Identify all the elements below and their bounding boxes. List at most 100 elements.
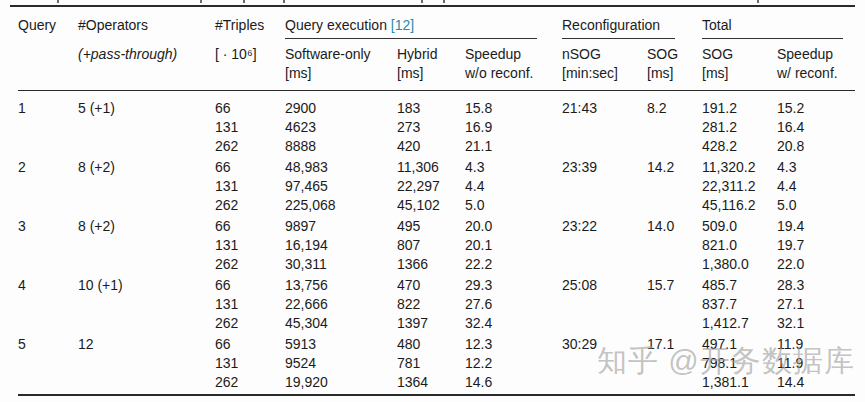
table-header-groups: Query #Operators #Triples Query executio…: [18, 7, 855, 39]
nsog-cell: 21:43: [562, 99, 647, 156]
cell-line: 20.1: [465, 236, 562, 255]
triples-cell: 66 131 262: [215, 217, 285, 274]
triples-cell: 66 131 262: [215, 99, 285, 156]
cell-line: 822: [397, 295, 465, 314]
cell-line: 470: [397, 276, 465, 295]
header-speedup-wo-unit: w/o reconf.: [465, 64, 562, 83]
header-software-only: Software-only [ms]: [285, 45, 397, 83]
header-group-total: Total: [702, 16, 843, 39]
cell-line: 131: [215, 177, 285, 196]
hybrid-cell: 11,306 22,297 45,102: [397, 158, 465, 215]
triples-cell: 66 131 262: [215, 335, 285, 392]
cell-line: 66: [215, 99, 285, 118]
cell-line: 29.3: [465, 276, 562, 295]
header-hybrid-label: Hybrid: [397, 45, 465, 64]
header-query: Query: [18, 16, 78, 39]
cell-line: 11,320.2: [702, 158, 777, 177]
speedup-wo-cell: 12.3 12.2 14.6: [465, 335, 562, 392]
cell-line: 1364: [397, 373, 465, 392]
cell-line: 13,756: [285, 276, 397, 295]
header-group-reconfiguration: Reconfiguration: [562, 16, 675, 39]
cell-line: 4.4: [465, 177, 562, 196]
cell-line: 485.7: [702, 276, 777, 295]
operators-cell: 8 (+2): [78, 158, 215, 215]
cell-line: 4.4: [777, 177, 855, 196]
query-cell: 3: [18, 217, 78, 274]
total-sog-cell: 191.2 281.2 428.2: [702, 99, 777, 156]
speedup-wo-cell: 29.3 27.6 32.4: [465, 276, 562, 333]
cell-line: 4.3: [777, 158, 855, 177]
cell-line: 11,306: [397, 158, 465, 177]
operators-cell: 10 (+1): [78, 276, 215, 333]
cell-line: 5.0: [777, 196, 855, 215]
table-row: 4 10 (+1) 66 131 262 13,756 22,666 45,30…: [18, 276, 855, 333]
cell-line: 66: [215, 158, 285, 177]
hybrid-cell: 470 822 1397: [397, 276, 465, 333]
cell-line: 16,194: [285, 236, 397, 255]
cell-line: 1,412.7: [702, 314, 777, 333]
cell-line: 97,465: [285, 177, 397, 196]
cell-line: 28.3: [777, 276, 855, 295]
hybrid-cell: 183 273 420: [397, 99, 465, 156]
header-total-sog-unit: [ms]: [702, 64, 777, 83]
speedup-wo-cell: 15.8 16.9 21.1: [465, 99, 562, 156]
header-total-sog-label: SOG: [702, 45, 777, 64]
query-cell: 5: [18, 335, 78, 392]
cell-line: 16.9: [465, 118, 562, 137]
cell-line: 131: [215, 236, 285, 255]
query-cell: 2: [18, 158, 78, 215]
cell-line: 131: [215, 295, 285, 314]
cell-line: 66: [215, 217, 285, 236]
cell-line: 262: [215, 373, 285, 392]
operators-cell: 12: [78, 335, 215, 392]
citation-ref-12[interactable]: [12]: [391, 17, 414, 33]
cell-line: 22,666: [285, 295, 397, 314]
software-only-cell: 48,983 97,465 225,068: [285, 158, 397, 215]
sog-cell: 14.2: [647, 158, 702, 215]
cell-line: 225,068: [285, 196, 397, 215]
cell-line: 428.2: [702, 137, 777, 156]
table-header-subcolumns: (+pass-through) [ · 10⁶] Software-only […: [18, 39, 855, 91]
sog-cell: 14.0: [647, 217, 702, 274]
query-cell: 1: [18, 99, 78, 156]
cell-line: 32.4: [465, 314, 562, 333]
header-operators: #Operators: [78, 16, 215, 39]
header-group-query-execution: Query execution [12]: [285, 16, 537, 39]
cell-line: 262: [215, 196, 285, 215]
cell-line: 5.0: [465, 196, 562, 215]
header-sog: SOG [ms]: [647, 45, 702, 83]
software-only-cell: 5913 9524 19,920: [285, 335, 397, 392]
cell-line: 19,920: [285, 373, 397, 392]
total-sog-cell: 485.7 837.7 1,412.7: [702, 276, 777, 333]
header-hybrid: Hybrid [ms]: [397, 45, 465, 83]
total-sog-cell: 11,320.2 22,311.2 45,116.2: [702, 158, 777, 215]
hybrid-cell: 495 807 1366: [397, 217, 465, 274]
cell-line: 19.4: [777, 217, 855, 236]
cell-line: 262: [215, 255, 285, 274]
header-group-query-execution-label: Query execution: [285, 17, 391, 33]
nsog-cell: 23:22: [562, 217, 647, 274]
cell-line: 273: [397, 118, 465, 137]
cell-line: 16.4: [777, 118, 855, 137]
header-speedup-w-unit: w/ reconf.: [777, 64, 855, 83]
cell-line: 27.1: [777, 295, 855, 314]
cell-line: 15.8: [465, 99, 562, 118]
cell-line: 45,102: [397, 196, 465, 215]
cell-line: 66: [215, 335, 285, 354]
nsog-cell: 23:39: [562, 158, 647, 215]
software-only-cell: 9897 16,194 30,311: [285, 217, 397, 274]
total-sog-cell: 509.0 821.0 1,380.0: [702, 217, 777, 274]
header-speedup-wo-label: Speedup: [465, 45, 562, 64]
cell-line: 781: [397, 354, 465, 373]
cell-line: 262: [215, 137, 285, 156]
cell-line: 131: [215, 118, 285, 137]
cell-line: 837.7: [702, 295, 777, 314]
header-software-only-unit: [ms]: [285, 64, 397, 83]
header-group-spacer: [537, 16, 562, 39]
cell-line: 821.0: [702, 236, 777, 255]
query-cell: 4: [18, 276, 78, 333]
cell-line: 5913: [285, 335, 397, 354]
table-row: 3 8 (+2) 66 131 262 9897 16,194 30,311 4…: [18, 217, 855, 274]
cell-line: 2900: [285, 99, 397, 118]
cell-line: 48,983: [285, 158, 397, 177]
